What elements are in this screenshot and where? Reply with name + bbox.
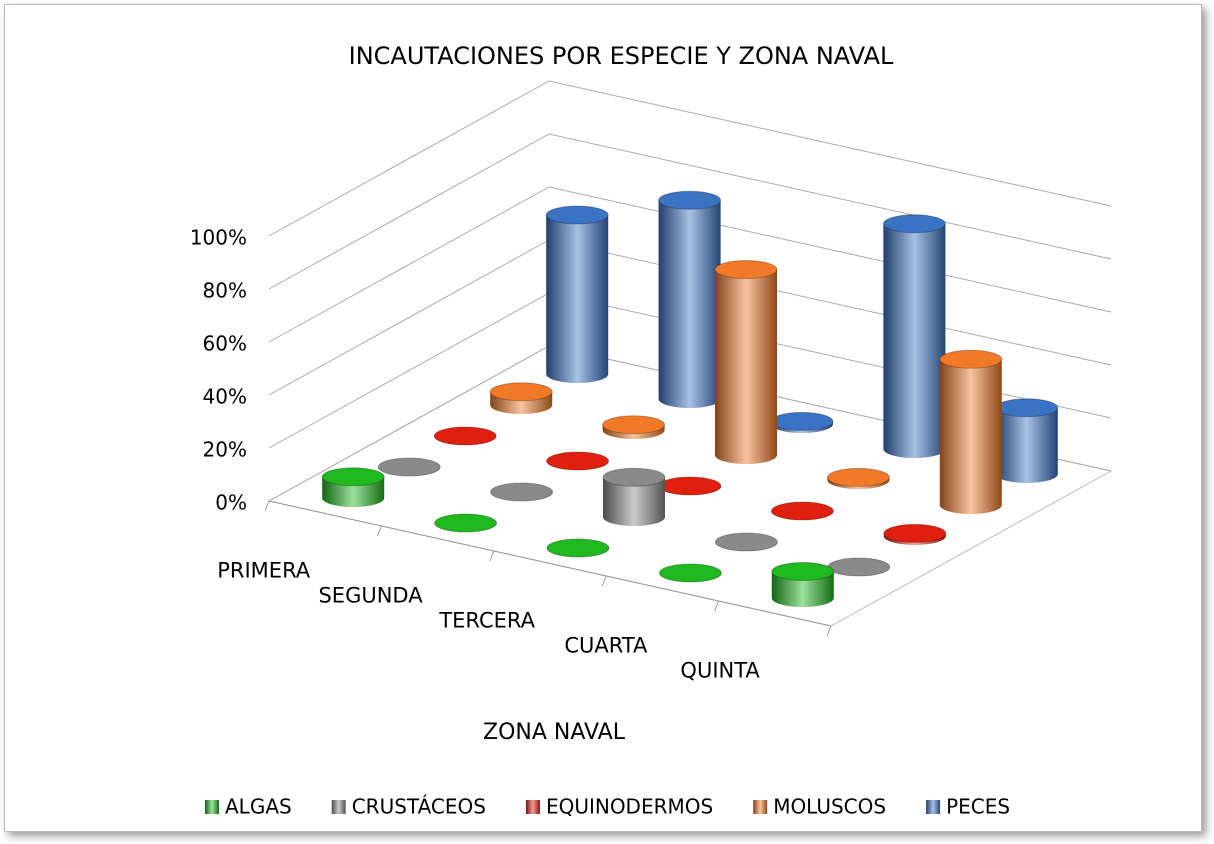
legend-swatch xyxy=(525,800,540,814)
cylinder-top xyxy=(939,349,1003,369)
cylinder-top xyxy=(546,538,610,558)
cylinder-top xyxy=(883,523,947,543)
cylinder-top xyxy=(658,476,722,496)
cylinder xyxy=(603,477,665,526)
legend-label: EQUINODERMOS xyxy=(546,795,713,819)
cylinder-top xyxy=(658,563,722,583)
cylinder-top xyxy=(714,532,778,552)
cylinder-top xyxy=(434,513,498,533)
x-tick xyxy=(714,600,720,612)
legend-swatch xyxy=(753,800,768,814)
cylinder-top xyxy=(882,214,946,234)
legend-label: PECES xyxy=(946,795,1010,819)
cylinder xyxy=(939,359,1002,514)
chart-frame: INCAUTACIONES POR ESPECIE Y ZONA NAVAL Z… xyxy=(4,4,1202,832)
x-tick-label: QUINTA xyxy=(680,659,760,683)
cylinder xyxy=(658,200,721,408)
x-tick xyxy=(826,625,832,637)
x-axis-title: ZONA NAVAL xyxy=(483,720,626,745)
y-tick-label: 0% xyxy=(215,491,247,515)
legend-label: CRUSTÁCEOS xyxy=(352,795,486,819)
cylinder-top xyxy=(321,467,385,487)
cylinder-top xyxy=(377,457,441,477)
cylinder-top xyxy=(490,482,554,502)
y-tick-label: 60% xyxy=(203,332,247,356)
cylinder-top xyxy=(771,562,835,581)
legend-label: MOLUSCOS xyxy=(773,795,886,819)
y-tick-label: 40% xyxy=(203,385,247,409)
cylinder-top xyxy=(826,467,890,487)
cylinder-top xyxy=(545,205,609,225)
x-tick-label: SEGUNDA xyxy=(318,584,423,608)
legend-swatch xyxy=(331,800,346,814)
legend-label: ALGAS xyxy=(225,795,292,819)
y-tick-label: 100% xyxy=(190,226,247,250)
cylinder-top xyxy=(489,382,553,402)
grid-line xyxy=(268,80,1112,237)
y-tick-label: 80% xyxy=(203,279,247,303)
x-tick xyxy=(601,575,607,587)
chart: INCAUTACIONES POR ESPECIE Y ZONA NAVAL Z… xyxy=(190,42,1113,819)
legend-swatch xyxy=(205,800,219,814)
cylinder-top xyxy=(995,398,1059,418)
y-tick-label: 20% xyxy=(203,438,247,462)
cylinder-top xyxy=(433,426,497,446)
x-tick xyxy=(264,500,270,512)
cylinder-top xyxy=(827,557,891,577)
cylinder-top xyxy=(658,190,722,210)
x-tick-label: PRIMERA xyxy=(217,559,311,583)
cylinder xyxy=(546,215,609,383)
x-tick-label: CUARTA xyxy=(564,634,648,658)
cylinder xyxy=(995,407,1058,483)
cylinder-top xyxy=(770,411,834,431)
cylinder xyxy=(883,223,946,458)
x-axis xyxy=(268,500,832,627)
chart-title: INCAUTACIONES POR ESPECIE Y ZONA NAVAL xyxy=(349,42,894,70)
cylinder-top xyxy=(714,260,778,279)
cylinder-top xyxy=(602,415,666,435)
cylinder-top xyxy=(602,467,666,487)
cylinder xyxy=(715,269,777,464)
cylinder-top xyxy=(546,451,610,471)
x-tick-label: TERCERA xyxy=(438,609,535,633)
x-tick xyxy=(489,550,495,562)
legend-swatch xyxy=(926,800,941,814)
cylinder xyxy=(771,571,834,608)
x-tick xyxy=(376,525,382,537)
cylinder-top xyxy=(770,501,834,521)
